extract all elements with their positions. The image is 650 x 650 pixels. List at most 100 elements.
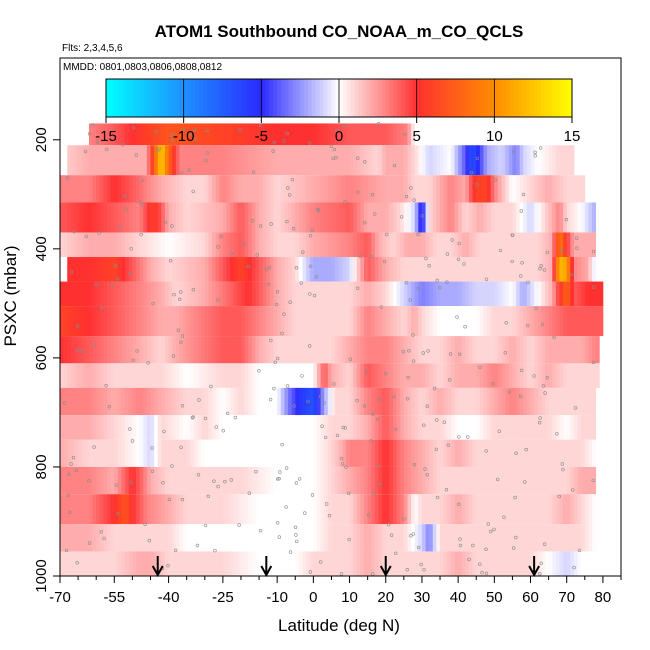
heatmap-cell: [88, 494, 93, 525]
heatmap-cell: [92, 232, 97, 258]
sample-point: [521, 192, 526, 197]
heatmap-cell: [407, 439, 412, 467]
heatmap-cell: [353, 281, 358, 307]
sample-point: [572, 565, 576, 570]
heatmap-cell: [161, 494, 166, 525]
heatmap-cell: [345, 175, 350, 203]
heatmap-cell: [175, 466, 180, 495]
heatmap-cell: [581, 524, 586, 552]
sample-point: [129, 247, 133, 251]
colorbar-segment: [137, 79, 142, 117]
sample-point: [171, 354, 176, 358]
colorbar-segment: [346, 79, 352, 117]
heatmap-cell: [233, 123, 238, 146]
colorbar-segment: [432, 79, 437, 117]
sample-point: [370, 193, 375, 197]
heatmap-cell: [501, 145, 506, 176]
heatmap-cell: [266, 281, 271, 307]
heatmap-cell: [78, 175, 83, 203]
sample-point: [332, 382, 336, 386]
heatmap-cell: [450, 415, 455, 440]
heatmap-cell: [204, 145, 209, 176]
heatmap-cell: [183, 494, 188, 525]
heatmap-cell: [403, 524, 408, 552]
heatmap-cell: [331, 123, 336, 146]
heatmap-cell: [193, 387, 198, 416]
heatmap-cell: [110, 466, 115, 495]
heatmap-cell: [577, 257, 582, 282]
heatmap-cell: [302, 202, 307, 233]
heatmap-cell: [324, 202, 329, 233]
heatmap-cell: [244, 363, 249, 388]
heatmap-cell: [432, 232, 437, 258]
heatmap-cell: [461, 232, 466, 258]
heatmap-cell: [418, 175, 423, 203]
heatmap-cell: [121, 524, 126, 552]
heatmap-cell: [226, 466, 231, 495]
heatmap-cell: [226, 306, 231, 337]
x-tick-label: -70: [49, 589, 71, 606]
heatmap-cell: [505, 439, 510, 467]
sample-point: [87, 132, 92, 136]
heatmap-cell: [302, 306, 307, 337]
heatmap-cell: [338, 363, 343, 388]
heatmap-cell: [316, 466, 321, 495]
heatmap-cell: [154, 336, 159, 364]
heatmap-cell: [425, 466, 430, 495]
heatmap-cell: [288, 232, 293, 258]
sample-point: [64, 548, 69, 553]
heatmap-cell: [526, 415, 531, 440]
heatmap-cell: [136, 524, 141, 552]
sample-point: [285, 384, 290, 388]
heatmap-cell: [248, 232, 253, 258]
heatmap-cell: [78, 415, 83, 440]
heatmap-cell: [338, 387, 343, 416]
sample-point: [538, 416, 542, 420]
heatmap-cell: [523, 202, 528, 233]
heatmap-cell: [541, 202, 546, 233]
heatmap-cell: [472, 232, 477, 258]
heatmap-cell: [255, 387, 260, 416]
heatmap-cell: [157, 415, 162, 440]
heatmap-cell: [530, 281, 535, 307]
heatmap-cell: [465, 257, 470, 282]
heatmap-cell: [465, 145, 470, 176]
heatmap-cell: [468, 281, 474, 307]
heatmap-cell: [327, 281, 332, 307]
sample-point: [432, 386, 437, 391]
heatmap-cell: [197, 363, 202, 388]
heatmap-cell: [411, 524, 416, 552]
heatmap-cell: [360, 202, 365, 233]
heatmap-cell: [516, 145, 521, 176]
heatmap-cell: [523, 257, 528, 282]
plot-frame: [59, 57, 622, 577]
colorbar-segment: [300, 79, 305, 117]
heatmap-cell: [400, 145, 405, 176]
heatmap-cell: [212, 387, 217, 416]
colorbar-tick-label: -15: [95, 128, 117, 145]
colorbar-segment: [269, 79, 274, 117]
heatmap-cell: [584, 363, 589, 388]
heatmap-cell: [74, 306, 79, 337]
heatmap-cell: [280, 336, 285, 364]
heatmap-cell: [519, 387, 524, 416]
heatmap-cell: [168, 363, 173, 388]
heatmap-cell: [342, 439, 347, 467]
sample-point: [382, 259, 387, 264]
colorbar-segment: [230, 79, 235, 117]
heatmap-cell: [396, 466, 401, 495]
heatmap-cell: [548, 387, 553, 416]
heatmap-cell: [298, 123, 303, 146]
sample-point: [118, 224, 122, 229]
heatmap-cell: [233, 306, 238, 337]
heatmap-cell: [193, 232, 198, 258]
heatmap-cell: [81, 306, 86, 337]
sample-point: [520, 261, 524, 265]
heatmap-cell: [534, 439, 539, 467]
heatmap-cell: [110, 145, 115, 176]
heatmap-cell: [157, 336, 162, 364]
heatmap-cell: [544, 494, 550, 525]
heatmap-cell: [353, 145, 358, 176]
heatmap-cell: [284, 257, 289, 282]
colorbar-segment: [117, 79, 122, 117]
